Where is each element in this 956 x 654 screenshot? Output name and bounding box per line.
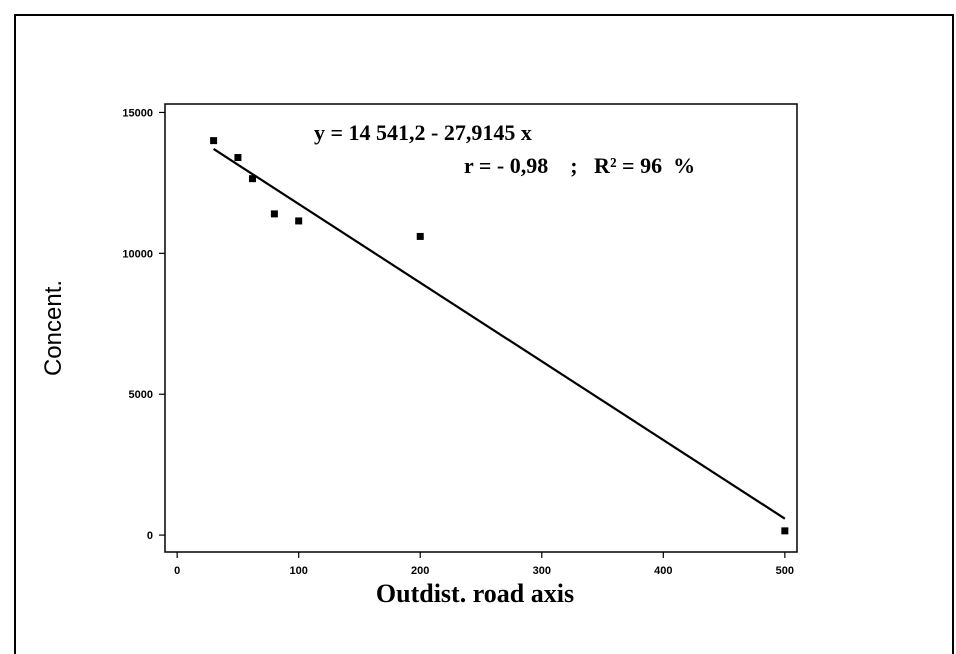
y-tick-label: 10000 [122, 248, 153, 260]
y-tick-label: 5000 [129, 389, 153, 401]
figure-frame: 0 5000 10000 15000 0 100 200 300 400 500 y = 14 … [14, 14, 954, 654]
data-point [249, 175, 257, 183]
x-tick-label: 100 [290, 565, 308, 577]
data-point [210, 137, 218, 145]
data-point [295, 217, 303, 225]
y-tick-label: 0 [147, 530, 153, 542]
x-tick-label: 200 [411, 565, 429, 577]
plot-area [164, 103, 798, 553]
x-tick-label: 400 [654, 565, 672, 577]
x-tick-label: 0 [174, 565, 180, 577]
y-axis: 0 5000 10000 15000 [122, 107, 165, 542]
y-axis-label: Concent. [40, 280, 67, 376]
trendline-group [213, 148, 786, 520]
data-point [234, 154, 242, 162]
data-point [416, 232, 424, 240]
regression-line [213, 148, 786, 520]
regression-stats: r = - 0,98 ; R² = 96 % [464, 153, 695, 178]
data-point [781, 527, 789, 535]
data-point [270, 210, 278, 218]
scatter-chart: 0 5000 10000 15000 0 100 200 300 400 500 y = 14 … [40, 103, 798, 608]
x-axis: 0 100 200 300 400 500 [174, 552, 794, 577]
x-tick-label: 300 [533, 565, 551, 577]
y-tick-label: 15000 [122, 107, 153, 119]
regression-equation: y = 14 541,2 - 27,9145 x [314, 120, 532, 145]
x-axis-label: Outdist. road axis [376, 579, 574, 608]
x-tick-label: 500 [776, 565, 794, 577]
data-points [210, 137, 789, 535]
